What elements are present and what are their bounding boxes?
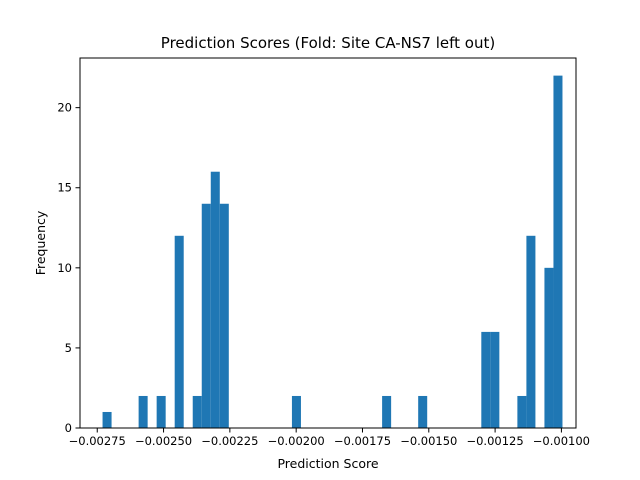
x-axis-ticks: −0.00275 −0.00250 −0.00225 −0.00200 −0.00175… — [69, 428, 590, 448]
x-tick-label: −0.00125 — [466, 434, 523, 448]
histogram-bar — [192, 395, 202, 428]
x-axis-label: Prediction Score — [277, 456, 378, 471]
histogram-bar — [210, 171, 220, 428]
histogram-bar — [526, 235, 536, 428]
x-tick-label: −0.00275 — [69, 434, 126, 448]
y-tick-label: 5 — [65, 341, 72, 355]
x-tick-label: −0.00150 — [400, 434, 457, 448]
histogram-bar — [418, 395, 428, 428]
x-tick-label: −0.00200 — [268, 434, 325, 448]
plot-frame — [79, 57, 577, 429]
histogram-bar — [553, 75, 563, 429]
y-tick-label: 15 — [57, 181, 72, 195]
histogram-bar — [544, 267, 554, 428]
x-tick-label: −0.00100 — [533, 434, 590, 448]
histogram-bar — [517, 395, 527, 428]
y-axis-label: Frequency — [33, 210, 48, 275]
histogram-bar — [481, 331, 491, 428]
y-tick-label: 20 — [57, 101, 72, 115]
histogram-bar — [382, 395, 392, 428]
x-tick-label: −0.00175 — [334, 434, 391, 448]
histogram-bars — [102, 75, 563, 429]
chart-title: Prediction Scores (Fold: Site CA-NS7 lef… — [161, 34, 495, 52]
y-tick-label: 10 — [57, 261, 72, 275]
histogram-bar — [291, 395, 301, 428]
histogram-bar — [201, 203, 211, 428]
histogram-bar — [174, 235, 184, 428]
x-tick-label: −0.00225 — [201, 434, 258, 448]
x-tick-label: −0.00250 — [135, 434, 192, 448]
histogram-bar — [219, 203, 229, 428]
y-tick-label: 0 — [65, 421, 72, 435]
histogram-bar — [138, 395, 148, 428]
y-axis-ticks: 0 5 10 15 20 — [57, 101, 80, 435]
histogram-bar — [156, 395, 166, 428]
histogram-bar — [490, 331, 500, 428]
histogram-bar — [102, 411, 112, 428]
